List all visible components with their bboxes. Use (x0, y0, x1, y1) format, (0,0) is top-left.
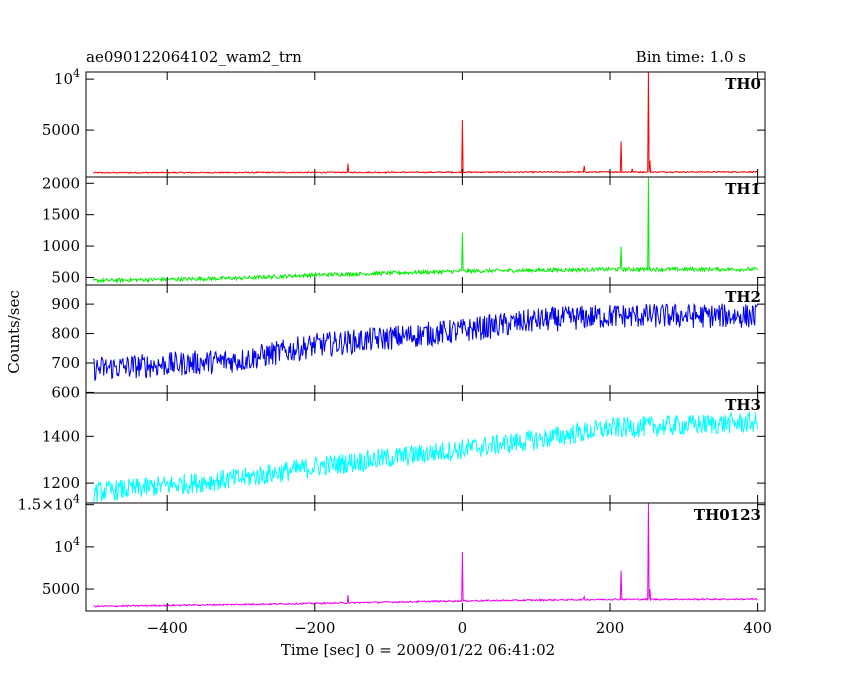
panel-th2: 600 700 800 900 TH2 (51, 284, 766, 401)
y-tick-label: 1500 (42, 206, 80, 224)
y-tick-label: 1400 (42, 427, 80, 445)
panel-frame (85, 392, 766, 504)
panel-label: TH2 (725, 288, 761, 306)
y-tick-label: 2000 (42, 174, 80, 192)
panels-group: 5000 104 TH0 500 1000 1500 2000 TH1 600 700 800 900… (17, 67, 766, 612)
y-tick-label: 5000 (42, 121, 80, 139)
chart-title: ae090122064102_wam2_trn (86, 48, 302, 66)
panel-label: TH0123 (694, 506, 761, 524)
panel-frame (85, 502, 766, 612)
x-tick-label: 200 (596, 619, 625, 637)
y-tick-exponent: 4 (73, 535, 80, 548)
panel-th0: 5000 104 TH0 (42, 67, 766, 178)
series-line-th3 (92, 411, 759, 503)
x-tick-label: 400 (743, 619, 772, 637)
series-line-th0123 (93, 502, 758, 608)
y-tick-exponent: 4 (73, 493, 80, 506)
panel-frame (85, 284, 766, 394)
y-tick-label: 700 (51, 354, 80, 372)
series-line-th0 (93, 71, 758, 175)
y-tick-label: 104 (54, 67, 80, 88)
y-tick-label: 104 (54, 535, 80, 556)
panel-label: TH0 (725, 75, 761, 93)
y-tick-label: 900 (51, 295, 80, 313)
y-tick-label: 500 (51, 268, 80, 286)
y-tick-label: 800 (51, 325, 80, 343)
y-tick-label: 5000 (42, 580, 80, 598)
x-axis-label: Time [sec] 0 = 2009/01/22 06:41:02 (281, 641, 555, 659)
panel-label: TH1 (725, 180, 761, 198)
panel-th1: 500 1000 1500 2000 TH1 (42, 174, 766, 286)
panel-frame (85, 71, 766, 178)
y-tick-label: 1.5×104 (17, 493, 80, 514)
x-tick-label: −400 (147, 619, 188, 637)
x-axis: −400 −200 0 200 400 (147, 619, 772, 637)
y-tick-exponent: 4 (73, 67, 80, 80)
x-tick-label: −200 (294, 619, 335, 637)
y-tick-label: 600 (51, 383, 80, 401)
y-axis-label: Counts/sec (5, 290, 23, 374)
y-tick-label: 1200 (42, 474, 80, 492)
y-tick-label: 1000 (42, 237, 80, 255)
chart-subtitle: Bin time: 1.0 s (636, 48, 746, 66)
x-tick-label: 0 (458, 619, 468, 637)
panel-th0123: 5000 104 1.5×104 TH0123 (17, 493, 766, 612)
panel-label: TH3 (725, 396, 761, 414)
series-line-th2 (92, 303, 759, 381)
panel-th3: 1200 1400 TH3 (42, 392, 766, 504)
series-line-th1 (92, 176, 759, 284)
